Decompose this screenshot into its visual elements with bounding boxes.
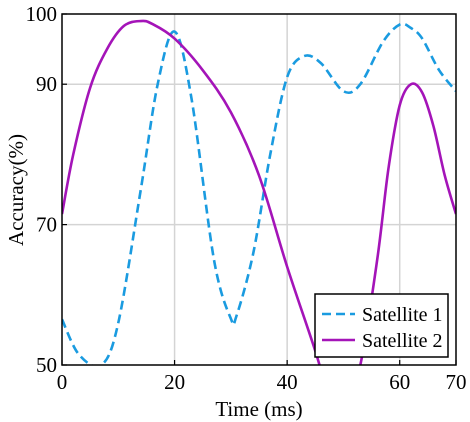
- y-tick-label: 90: [36, 72, 57, 96]
- series-line-satellite-1: [62, 22, 456, 365]
- y-axis-title: Accuracy(%): [4, 134, 28, 246]
- x-axis-title: Time (ms): [215, 397, 302, 421]
- x-tick-label: 20: [164, 370, 185, 394]
- plot-frame: [61, 13, 457, 366]
- legend-label-satellite-1: Satellite 1: [362, 304, 443, 326]
- legend-label-satellite-2: Satellite 2: [362, 330, 443, 352]
- legend: Satellite 1 Satellite 2: [314, 293, 449, 358]
- x-tick-label: 70: [446, 370, 467, 394]
- x-tick-label: 60: [389, 370, 410, 394]
- axis-ticks: 0 20 40 60 70 50 70 90 100: [26, 2, 467, 394]
- series-line-satellite-2: [62, 19, 456, 365]
- series-lines: [62, 19, 456, 365]
- x-tick-label: 40: [277, 370, 298, 394]
- y-tick-label: 50: [36, 353, 57, 377]
- y-tick-label: 70: [36, 213, 57, 237]
- y-tick-label: 100: [26, 2, 58, 26]
- legend-box: [314, 293, 449, 358]
- x-tick-label: 0: [57, 370, 68, 394]
